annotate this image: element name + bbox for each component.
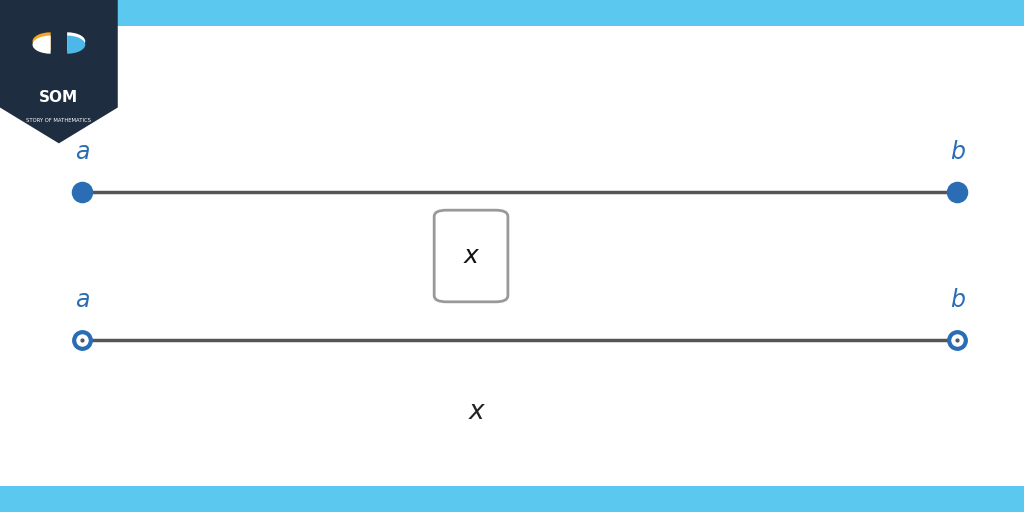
Text: x: x (464, 244, 478, 268)
Text: b: b (950, 288, 965, 312)
Bar (0, 0, 1024, 26)
Text: x: x (468, 399, 484, 425)
Polygon shape (0, 0, 118, 143)
Wedge shape (33, 36, 50, 54)
Text: b: b (950, 140, 965, 164)
Wedge shape (68, 32, 85, 50)
Text: a: a (75, 288, 89, 312)
Wedge shape (33, 32, 50, 50)
Text: STORY OF MATHEMATICS: STORY OF MATHEMATICS (27, 118, 91, 123)
Bar (0, 486, 1024, 512)
Wedge shape (68, 36, 85, 54)
Text: a: a (75, 140, 89, 164)
Text: SOM: SOM (39, 90, 79, 105)
FancyBboxPatch shape (434, 210, 508, 302)
